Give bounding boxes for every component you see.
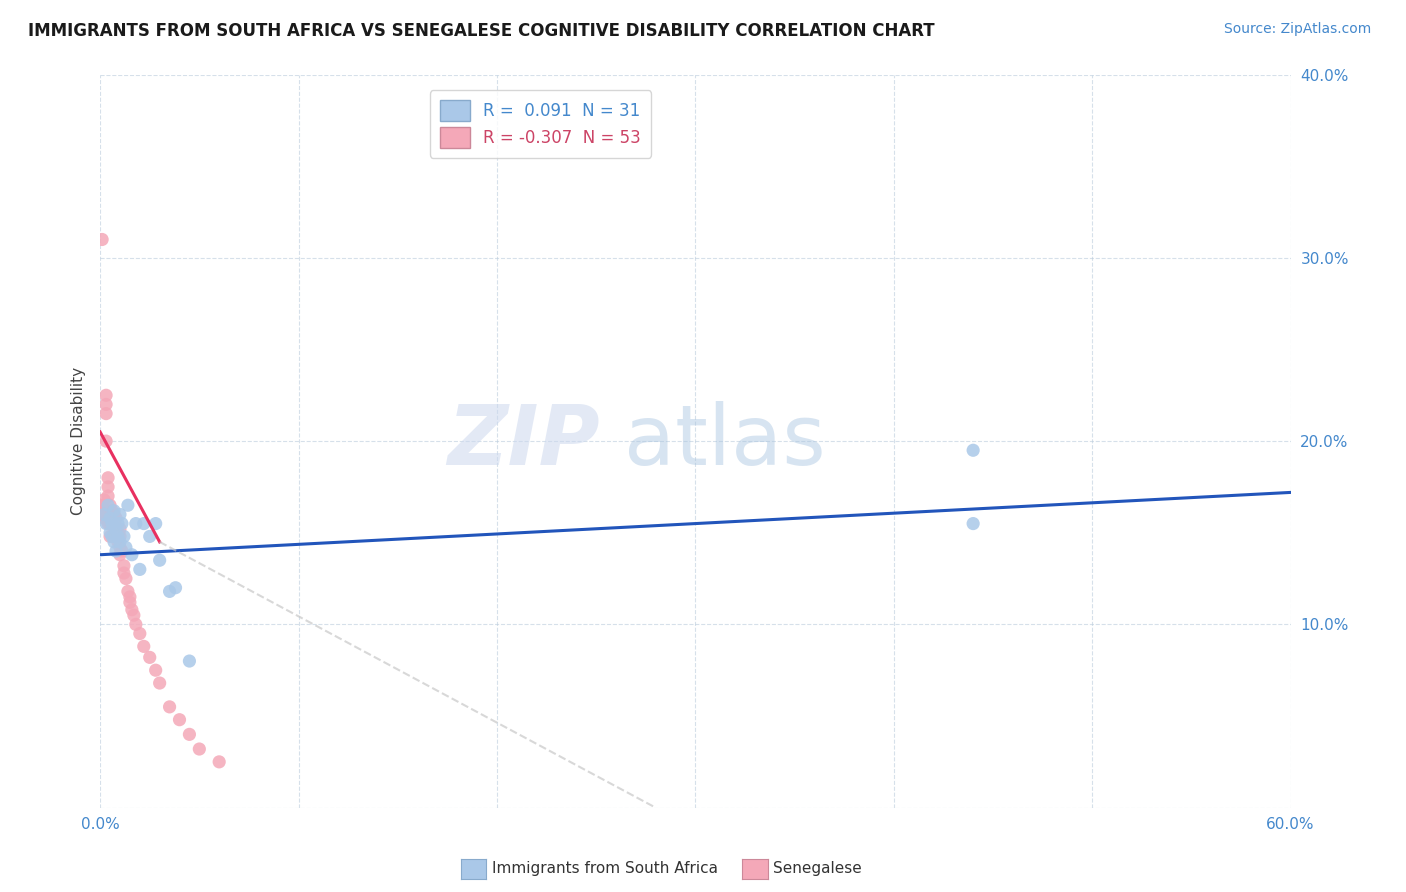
Point <box>94 516 117 531</box>
Point <box>93 492 115 507</box>
Point <box>93 504 115 518</box>
Point <box>94 388 117 402</box>
Point <box>101 511 124 525</box>
Point <box>117 584 139 599</box>
Point <box>128 626 150 640</box>
Text: Immigrants from South Africa: Immigrants from South Africa <box>492 862 718 876</box>
Point <box>93 508 115 522</box>
Point <box>97 480 120 494</box>
Text: IMMIGRANTS FROM SOUTH AFRICA VS SENEGALESE COGNITIVE DISABILITY CORRELATION CHAR: IMMIGRANTS FROM SOUTH AFRICA VS SENEGALE… <box>28 22 935 40</box>
Point <box>165 581 187 595</box>
Point <box>145 516 167 531</box>
Point <box>108 529 131 543</box>
Point <box>108 522 131 536</box>
Point <box>94 397 117 411</box>
Point <box>105 522 128 536</box>
Point <box>169 713 191 727</box>
Point <box>103 516 125 531</box>
Point <box>962 443 984 458</box>
Point <box>121 548 143 562</box>
Point <box>94 407 117 421</box>
Point <box>132 640 155 654</box>
Point <box>107 529 129 543</box>
Point <box>97 471 120 485</box>
Point <box>145 663 167 677</box>
Point <box>115 541 138 555</box>
Point <box>112 558 135 573</box>
Point <box>107 525 129 540</box>
Point <box>138 529 160 543</box>
Point <box>122 608 145 623</box>
Point <box>97 516 120 531</box>
Point <box>111 516 134 531</box>
Point <box>103 535 125 549</box>
Point <box>138 650 160 665</box>
Text: atlas: atlas <box>624 401 825 482</box>
Point <box>91 232 114 246</box>
Point <box>105 511 128 525</box>
Point <box>121 603 143 617</box>
Point <box>97 489 120 503</box>
Point <box>103 508 125 522</box>
Point <box>179 727 201 741</box>
Point <box>118 595 141 609</box>
Point <box>112 566 135 580</box>
Point <box>103 529 125 543</box>
Point <box>97 498 120 512</box>
Point <box>159 584 181 599</box>
Point <box>101 516 124 531</box>
Point <box>108 548 131 562</box>
Point <box>98 508 121 522</box>
Point <box>179 654 201 668</box>
Point <box>93 511 115 525</box>
Point <box>105 522 128 536</box>
Point <box>159 699 181 714</box>
Point <box>101 504 124 518</box>
Point <box>118 590 141 604</box>
Point <box>101 516 124 531</box>
Point <box>105 544 128 558</box>
Point <box>108 508 131 522</box>
Legend: R =  0.091  N = 31, R = -0.307  N = 53: R = 0.091 N = 31, R = -0.307 N = 53 <box>430 90 651 158</box>
Point <box>98 511 121 525</box>
Point <box>94 434 117 449</box>
Point <box>115 572 138 586</box>
Point <box>107 516 129 531</box>
Point <box>98 529 121 543</box>
Text: ZIP: ZIP <box>447 401 600 482</box>
Point <box>91 498 114 512</box>
Point <box>128 562 150 576</box>
Point <box>98 498 121 512</box>
Point <box>98 516 121 531</box>
Point <box>111 544 134 558</box>
Text: Senegalese: Senegalese <box>773 862 862 876</box>
Y-axis label: Cognitive Disability: Cognitive Disability <box>72 367 86 516</box>
Point <box>91 508 114 522</box>
Point <box>125 617 148 632</box>
Point <box>101 529 124 543</box>
Point <box>117 498 139 512</box>
Point <box>112 529 135 543</box>
Point <box>105 529 128 543</box>
Point <box>132 516 155 531</box>
Point <box>149 676 172 690</box>
Point <box>107 535 129 549</box>
Point <box>208 755 231 769</box>
Point <box>188 742 211 756</box>
Point <box>125 516 148 531</box>
Point <box>962 516 984 531</box>
Text: Source: ZipAtlas.com: Source: ZipAtlas.com <box>1223 22 1371 37</box>
Point <box>98 525 121 540</box>
Point <box>108 541 131 555</box>
Point <box>108 535 131 549</box>
Point <box>149 553 172 567</box>
Point <box>103 504 125 518</box>
